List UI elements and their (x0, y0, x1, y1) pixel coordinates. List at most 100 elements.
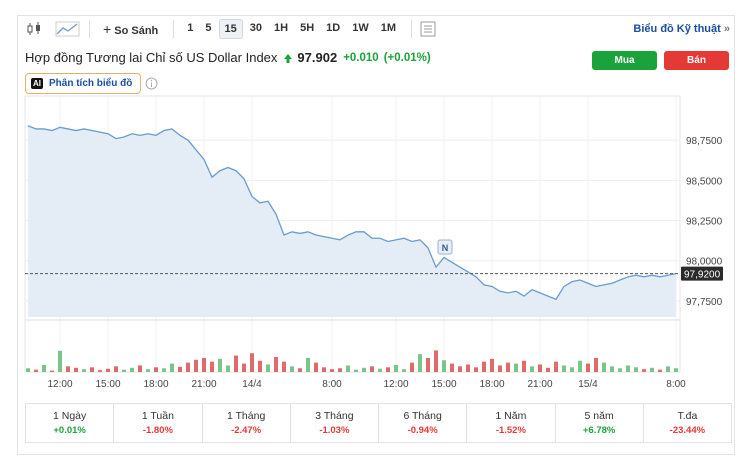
volume-bar (210, 361, 214, 372)
y-tick-label: 98,5000 (686, 176, 723, 187)
performance-table: 1 Ngày +0.01% 1 Tuần -1.80% 1 Tháng -2.47% 3 T… (25, 403, 732, 443)
x-tick-label: 8:00 (666, 379, 686, 390)
info-icon[interactable] (145, 77, 158, 90)
volume-bar (474, 367, 478, 372)
sell-button[interactable]: Bán (664, 51, 729, 70)
volume-bar (202, 357, 206, 372)
x-tick-label: 12:00 (47, 379, 72, 390)
volume-bar (450, 363, 454, 372)
volume-bar (338, 368, 342, 372)
period-button[interactable]: 1M (380, 22, 396, 34)
volume-bar (298, 368, 302, 372)
current-price-label: 97,9200 (684, 270, 721, 281)
volume-bar (602, 362, 606, 372)
volume-bar (514, 363, 518, 372)
volume-bar (626, 365, 630, 372)
header: Hợp đồng Tương lai Chỉ số US Dollar Inde… (25, 50, 431, 65)
volume-bar (442, 360, 446, 372)
period-change: -1.52% (495, 425, 526, 436)
period-change: -1.03% (319, 425, 350, 436)
current-price-box (681, 266, 723, 281)
period-button[interactable]: 15 (218, 19, 243, 39)
performance-cell[interactable]: 3 Tháng -1.03% (291, 404, 379, 442)
x-tick-label: 12:00 (383, 379, 408, 390)
period-change: -23.44% (669, 425, 706, 436)
volume-bar (618, 368, 622, 372)
period-button[interactable]: 1 (187, 22, 194, 34)
volume-bar (178, 366, 182, 372)
separator (410, 20, 412, 38)
volume-bar (34, 369, 38, 372)
x-tick-label: 21:00 (527, 379, 552, 390)
period-label: 1 Tháng (226, 410, 266, 422)
volume-bar (322, 367, 326, 372)
toolbar: + So Sánh 1 5 15 30 1H 5H 1D 1W 1M Biểu đồ Kỹ th… (25, 18, 735, 40)
technical-link[interactable]: Biểu đồ Kỹ thuật » (633, 23, 730, 35)
volume-bar (426, 357, 430, 372)
volume-bar (570, 367, 574, 372)
period-label: 5 năm (584, 410, 614, 422)
volume-bar (538, 364, 542, 372)
volume-bar (90, 367, 94, 372)
period-button[interactable]: 1W (352, 22, 369, 34)
y-tick-label: 98,7500 (686, 136, 723, 147)
compare-label: So Sánh (114, 25, 159, 37)
volume-bar (530, 366, 534, 372)
volume-bar (266, 364, 270, 372)
performance-cell[interactable]: T.đa -23.44% (644, 404, 731, 442)
x-tick-label: 18:00 (143, 379, 168, 390)
x-tick-label: 8:00 (322, 379, 342, 390)
candle-icon[interactable] (25, 21, 47, 37)
volume-bar (562, 365, 566, 372)
period-change: +0.01% (53, 425, 86, 436)
volume-bar (674, 368, 678, 372)
period-label: 1 Tuần (141, 410, 174, 422)
volume-bar (498, 365, 502, 372)
x-tick-label: 15:00 (95, 379, 120, 390)
volume-bar (130, 367, 134, 372)
volume-bar (362, 367, 366, 372)
volume-bar (330, 369, 334, 372)
period-button[interactable]: 5 (205, 22, 212, 34)
period-button[interactable]: 1D (326, 22, 341, 34)
period-label: 1 Năm (495, 410, 527, 422)
x-tick-label: 15/4 (578, 379, 598, 390)
performance-cell[interactable]: 1 Tháng -2.47% (203, 404, 291, 442)
period-change: -0.94% (407, 425, 438, 436)
performance-cell[interactable]: 6 Tháng -0.94% (379, 404, 468, 442)
volume-bar (58, 350, 62, 372)
separator (89, 20, 90, 38)
volume-bar (162, 368, 166, 372)
volume-bar (66, 366, 70, 372)
analysis-button[interactable]: AI Phân tích biểu đồ (25, 73, 142, 94)
volume-bar (578, 360, 582, 372)
volume-bar (250, 353, 254, 372)
price: 97.902 (297, 50, 338, 65)
volume-bar (314, 362, 318, 372)
performance-cell[interactable]: 1 Ngày +0.01% (26, 404, 115, 442)
x-tick-label: 14/4 (242, 379, 262, 390)
volume-bar (122, 369, 126, 372)
area-icon[interactable] (55, 21, 81, 37)
period-button[interactable]: 1H (274, 22, 289, 34)
volume-bar (658, 369, 662, 372)
more-label: » (723, 23, 730, 35)
performance-cell[interactable]: 1 Tuần -1.80% (114, 404, 203, 442)
period-button[interactable]: 5H (300, 22, 315, 34)
volume-bar (274, 356, 278, 372)
indicator-icon[interactable] (420, 21, 436, 37)
period-group: 1 5 15 30 1H 5H 1D 1W 1M (182, 19, 403, 39)
volume-bar (402, 369, 406, 372)
buy-button[interactable]: Mua (592, 51, 657, 70)
performance-cell[interactable]: 1 Năm -1.52% (467, 404, 556, 442)
volume-bar (506, 362, 510, 372)
volume-bar (586, 363, 590, 372)
period-button[interactable]: 30 (249, 22, 263, 34)
change-percent: (+0.01%) (383, 51, 431, 64)
performance-cell[interactable]: 5 năm +6.78% (556, 404, 644, 442)
volume-bar (642, 369, 646, 372)
volume-bar (394, 364, 398, 372)
volume-bar (370, 366, 374, 372)
compare-button[interactable]: + So Sánh (103, 21, 159, 37)
